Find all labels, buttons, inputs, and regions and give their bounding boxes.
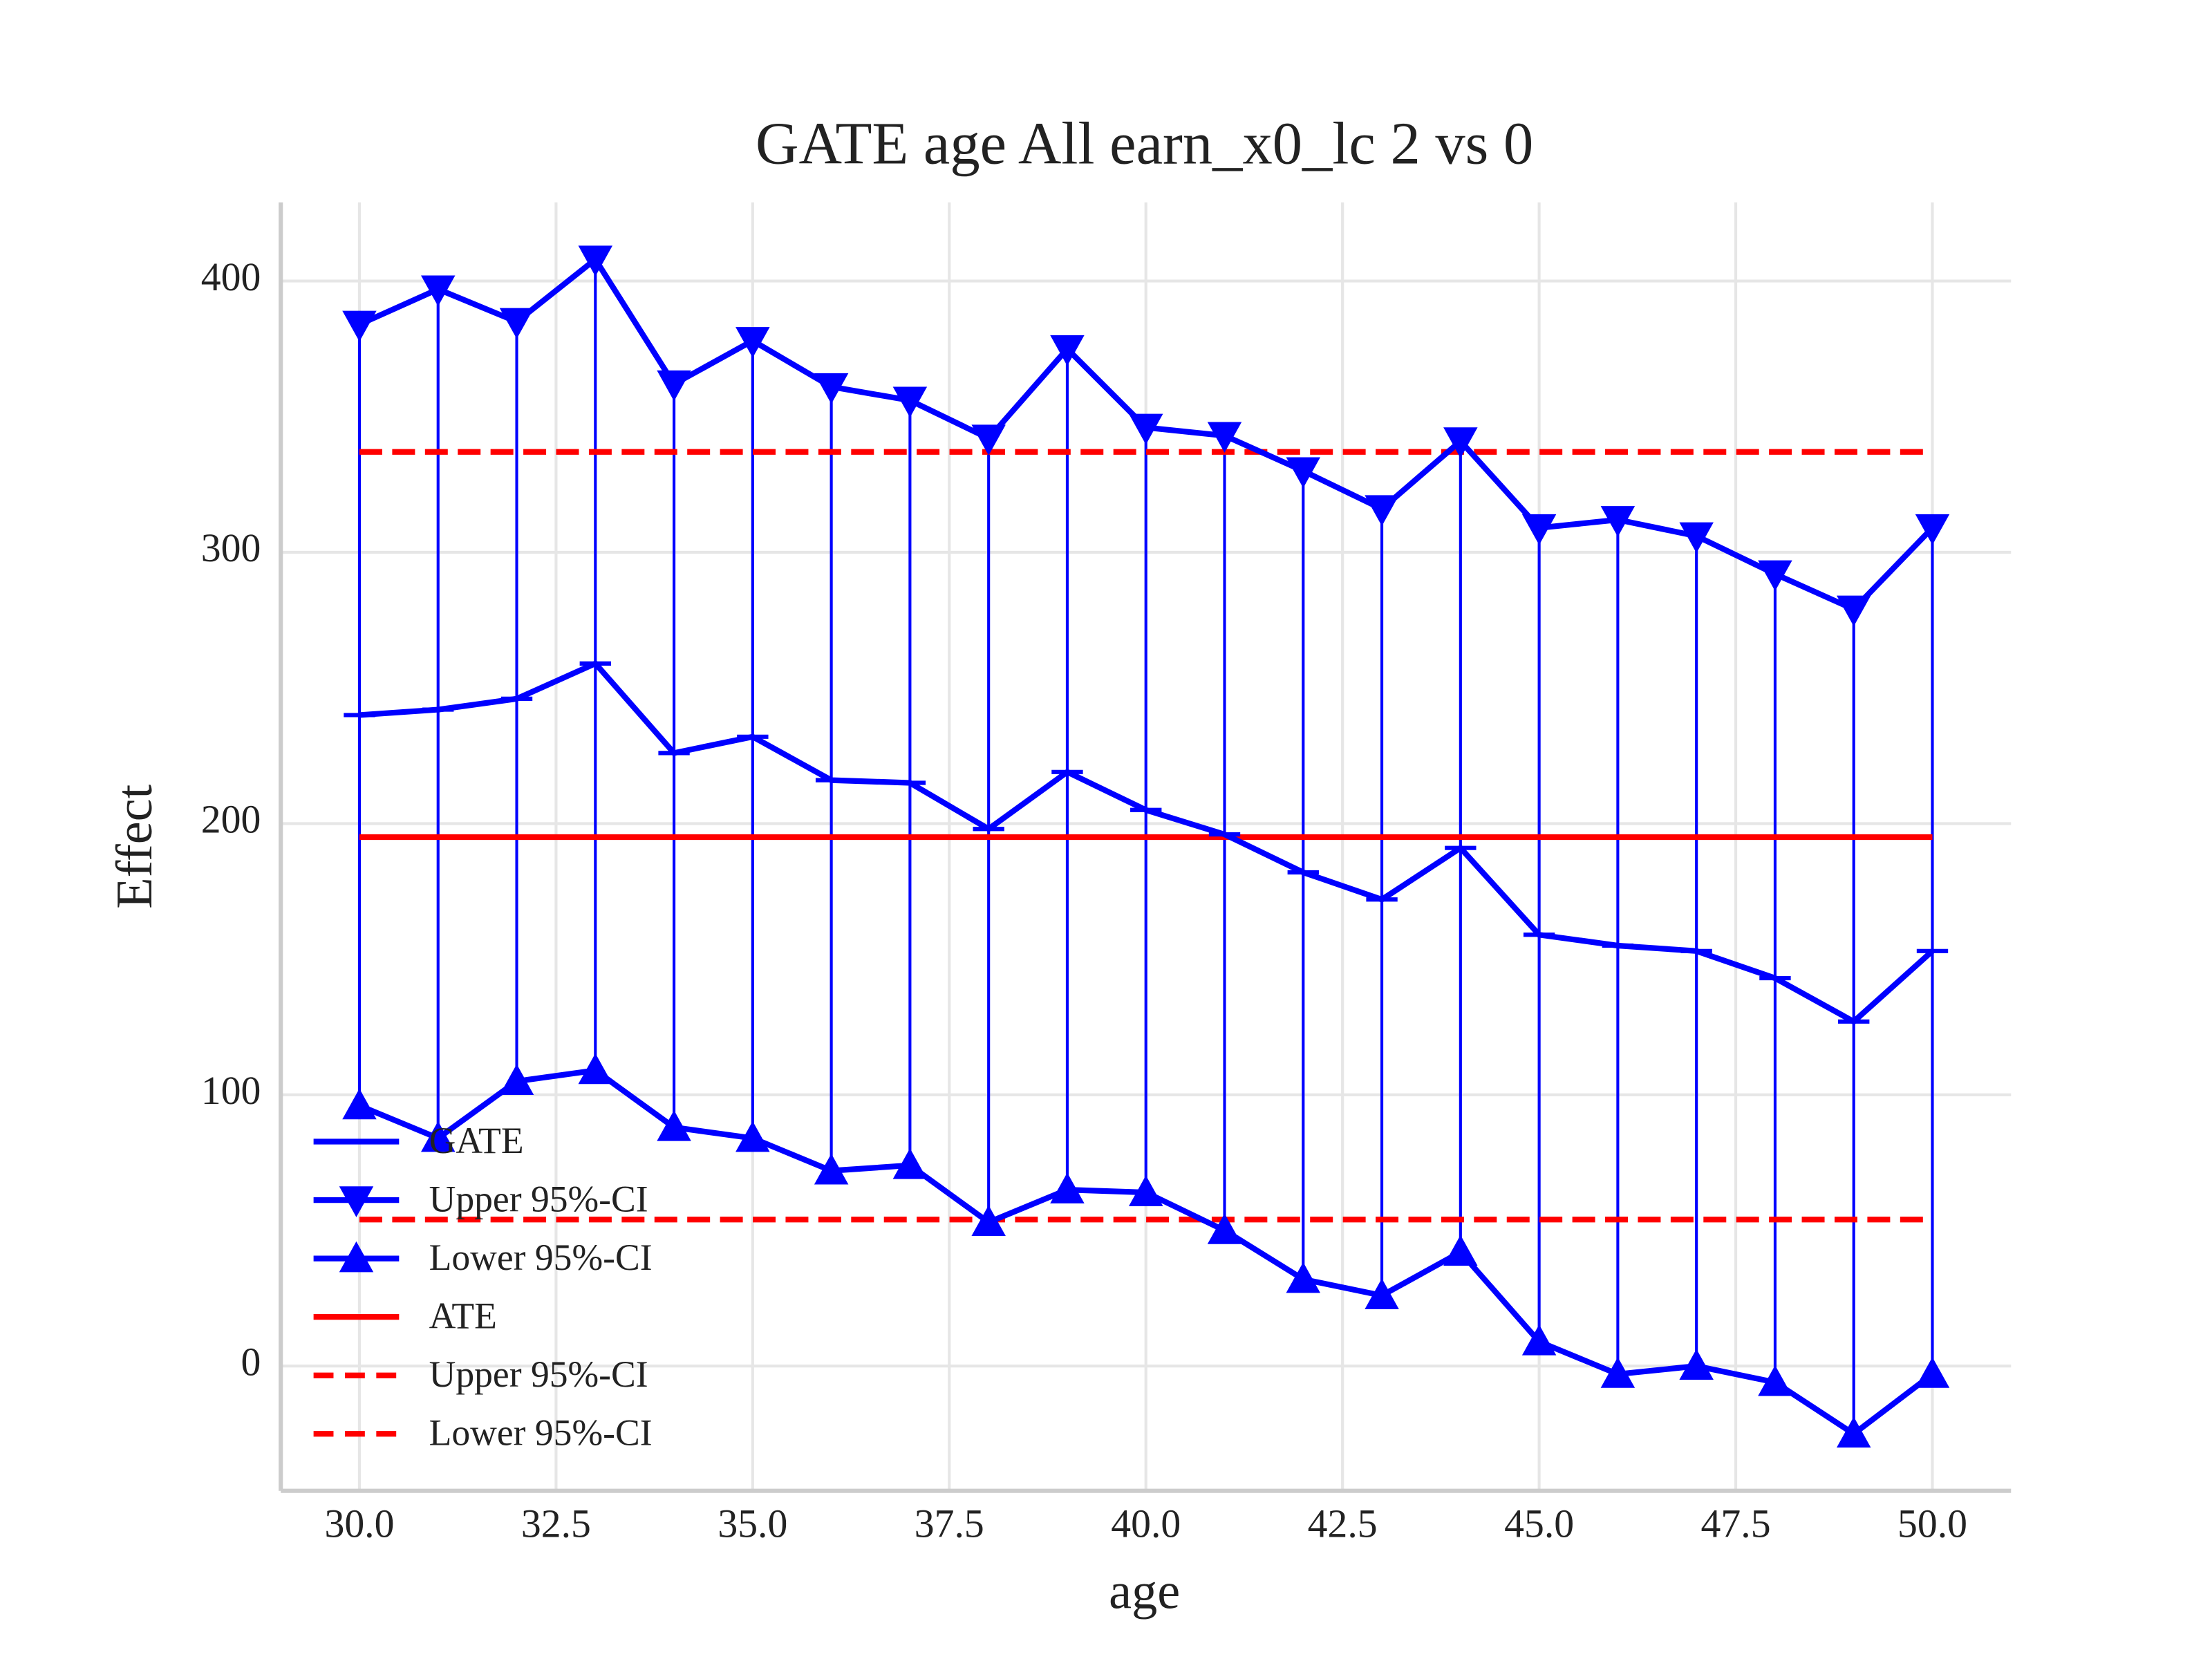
x-tick-label: 30.0 — [324, 1503, 394, 1546]
marker — [1600, 506, 1635, 537]
marker — [1128, 1175, 1163, 1206]
y-tick-label: 100 — [201, 1069, 261, 1113]
marker — [971, 424, 1006, 456]
marker — [578, 245, 613, 276]
legend-marker — [339, 1241, 374, 1273]
marker — [892, 386, 928, 418]
marker — [1365, 1278, 1399, 1309]
marker — [1836, 1416, 1871, 1448]
marker — [1521, 514, 1557, 545]
marker — [1600, 1357, 1635, 1388]
marker — [342, 1088, 377, 1120]
marker — [814, 373, 849, 404]
x-tick-label: 40.0 — [1111, 1503, 1181, 1546]
marker — [1286, 1262, 1321, 1293]
x-tick-label: 35.0 — [718, 1503, 787, 1546]
marker — [657, 1110, 691, 1141]
marker — [735, 1121, 770, 1152]
legend-label: Upper 95%-CI — [429, 1179, 648, 1220]
marker — [1836, 595, 1871, 627]
marker — [1758, 560, 1792, 592]
marker — [1207, 1213, 1242, 1244]
marker — [1915, 514, 1950, 545]
x-tick-label: 37.5 — [915, 1503, 984, 1546]
marker — [342, 310, 377, 342]
marker — [1128, 413, 1163, 445]
marker — [1915, 1357, 1950, 1388]
x-tick-label: 50.0 — [1897, 1503, 1967, 1546]
legend-label: Lower 95%-CI — [429, 1412, 653, 1454]
y-tick-label: 0 — [241, 1340, 261, 1384]
x-tick-label: 45.0 — [1504, 1503, 1574, 1546]
marker — [892, 1148, 928, 1179]
marker — [499, 1064, 534, 1095]
chart-title: GATE age All earn_x0_lc 2 vs 0 — [756, 110, 1533, 176]
x-axis-label: age — [1109, 1563, 1180, 1620]
x-tick-label: 47.5 — [1701, 1503, 1771, 1546]
legend-label: GATE — [429, 1120, 524, 1161]
marker — [1286, 457, 1321, 489]
legend-marker — [339, 1186, 374, 1217]
marker — [657, 370, 691, 402]
x-tick-label: 42.5 — [1308, 1503, 1378, 1546]
y-tick-label: 400 — [201, 256, 261, 299]
marker — [1365, 495, 1399, 526]
legend-label: Lower 95%-CI — [429, 1237, 653, 1278]
legend-label: ATE — [429, 1295, 497, 1337]
marker — [578, 1053, 613, 1085]
marker — [1679, 1349, 1714, 1380]
marker — [814, 1153, 849, 1185]
x-tick-label: 32.5 — [521, 1503, 591, 1546]
y-tick-label: 200 — [201, 798, 261, 842]
marker — [1207, 422, 1242, 453]
marker — [1050, 335, 1085, 366]
legend-label: Upper 95%-CI — [429, 1353, 648, 1395]
marker — [1050, 1172, 1085, 1203]
marker — [735, 327, 770, 358]
marker — [499, 308, 534, 339]
marker — [971, 1205, 1006, 1237]
marker — [420, 275, 456, 307]
marker — [420, 1121, 456, 1152]
marker — [1758, 1365, 1792, 1396]
marker — [1443, 427, 1478, 458]
marker — [1521, 1324, 1557, 1356]
marker — [1443, 1235, 1478, 1266]
y-tick-label: 300 — [201, 527, 261, 570]
marker — [1679, 522, 1714, 554]
y-axis-label: Effect — [106, 784, 163, 908]
